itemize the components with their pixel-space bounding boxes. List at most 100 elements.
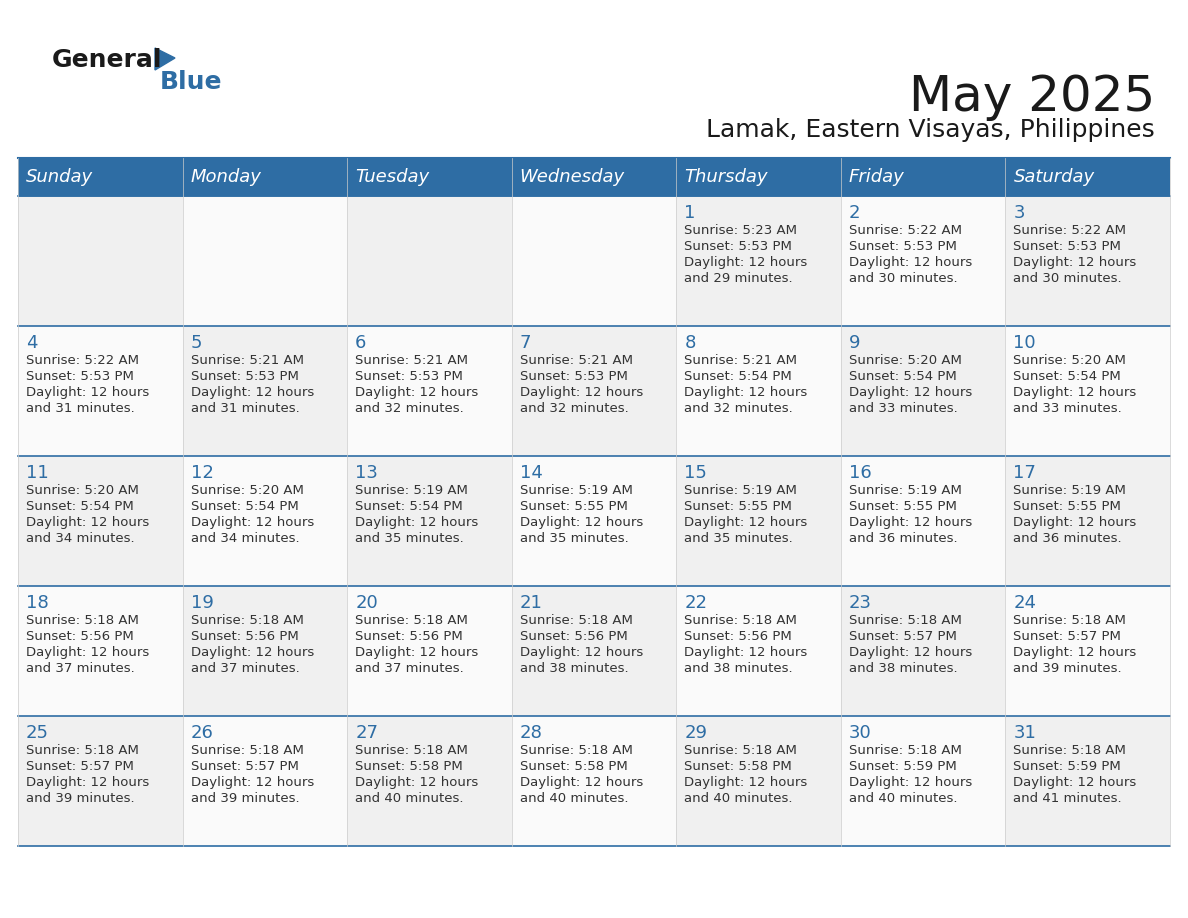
Text: Sunrise: 5:18 AM: Sunrise: 5:18 AM — [190, 744, 303, 757]
Text: and 38 minutes.: and 38 minutes. — [519, 662, 628, 675]
Text: Sunrise: 5:19 AM: Sunrise: 5:19 AM — [684, 484, 797, 497]
Text: Blue: Blue — [160, 70, 222, 94]
Text: Sunrise: 5:18 AM: Sunrise: 5:18 AM — [190, 614, 303, 627]
Bar — [676, 196, 841, 326]
Text: and 40 minutes.: and 40 minutes. — [684, 792, 792, 805]
Text: Lamak, Eastern Visayas, Philippines: Lamak, Eastern Visayas, Philippines — [706, 118, 1155, 142]
Text: 19: 19 — [190, 594, 214, 612]
Bar — [347, 158, 512, 196]
Text: Daylight: 12 hours: Daylight: 12 hours — [355, 646, 479, 659]
Text: Sunrise: 5:18 AM: Sunrise: 5:18 AM — [355, 614, 468, 627]
Text: 3: 3 — [1013, 204, 1025, 222]
Bar — [841, 196, 1005, 326]
Text: Sunset: 5:56 PM: Sunset: 5:56 PM — [26, 630, 134, 643]
Text: Daylight: 12 hours: Daylight: 12 hours — [519, 776, 643, 789]
Text: 13: 13 — [355, 464, 378, 482]
Text: 21: 21 — [519, 594, 543, 612]
Text: Daylight: 12 hours: Daylight: 12 hours — [190, 776, 314, 789]
Text: and 35 minutes.: and 35 minutes. — [519, 532, 628, 545]
Bar — [347, 456, 512, 586]
Text: 20: 20 — [355, 594, 378, 612]
Text: Thursday: Thursday — [684, 168, 767, 186]
Text: and 39 minutes.: and 39 minutes. — [26, 792, 134, 805]
Bar — [512, 586, 676, 716]
Text: Daylight: 12 hours: Daylight: 12 hours — [849, 256, 972, 269]
Text: Sunset: 5:58 PM: Sunset: 5:58 PM — [519, 760, 627, 773]
Text: Sunset: 5:59 PM: Sunset: 5:59 PM — [849, 760, 956, 773]
Bar — [1005, 456, 1170, 586]
Bar — [512, 716, 676, 846]
Bar — [841, 456, 1005, 586]
Text: Sunrise: 5:18 AM: Sunrise: 5:18 AM — [849, 614, 962, 627]
Text: Daylight: 12 hours: Daylight: 12 hours — [684, 646, 808, 659]
Bar — [183, 326, 347, 456]
Bar — [347, 196, 512, 326]
Bar — [841, 586, 1005, 716]
Bar — [183, 456, 347, 586]
Text: 12: 12 — [190, 464, 214, 482]
Bar — [18, 196, 183, 326]
Text: Sunset: 5:53 PM: Sunset: 5:53 PM — [849, 240, 956, 253]
Text: Sunset: 5:57 PM: Sunset: 5:57 PM — [190, 760, 298, 773]
Text: 25: 25 — [26, 724, 49, 742]
Text: Sunrise: 5:18 AM: Sunrise: 5:18 AM — [849, 744, 962, 757]
Bar — [18, 326, 183, 456]
Text: Sunrise: 5:21 AM: Sunrise: 5:21 AM — [519, 354, 633, 367]
Text: Daylight: 12 hours: Daylight: 12 hours — [849, 386, 972, 399]
Text: 16: 16 — [849, 464, 872, 482]
Text: Wednesday: Wednesday — [519, 168, 625, 186]
Bar — [183, 716, 347, 846]
Text: Sunset: 5:54 PM: Sunset: 5:54 PM — [849, 370, 956, 383]
Text: and 40 minutes.: and 40 minutes. — [355, 792, 463, 805]
Text: Daylight: 12 hours: Daylight: 12 hours — [355, 776, 479, 789]
Text: Daylight: 12 hours: Daylight: 12 hours — [355, 386, 479, 399]
Text: Daylight: 12 hours: Daylight: 12 hours — [26, 646, 150, 659]
Text: Daylight: 12 hours: Daylight: 12 hours — [1013, 776, 1137, 789]
Text: Daylight: 12 hours: Daylight: 12 hours — [849, 646, 972, 659]
Text: Sunset: 5:57 PM: Sunset: 5:57 PM — [849, 630, 956, 643]
Text: Sunrise: 5:22 AM: Sunrise: 5:22 AM — [26, 354, 139, 367]
Text: and 29 minutes.: and 29 minutes. — [684, 272, 792, 285]
Bar — [676, 586, 841, 716]
Text: and 38 minutes.: and 38 minutes. — [684, 662, 792, 675]
Text: 27: 27 — [355, 724, 378, 742]
Text: and 34 minutes.: and 34 minutes. — [190, 532, 299, 545]
Text: Sunrise: 5:18 AM: Sunrise: 5:18 AM — [26, 744, 139, 757]
Text: and 36 minutes.: and 36 minutes. — [849, 532, 958, 545]
Text: and 31 minutes.: and 31 minutes. — [190, 402, 299, 415]
Text: 14: 14 — [519, 464, 543, 482]
Text: Daylight: 12 hours: Daylight: 12 hours — [684, 516, 808, 529]
Text: and 32 minutes.: and 32 minutes. — [355, 402, 463, 415]
Text: and 37 minutes.: and 37 minutes. — [190, 662, 299, 675]
Text: and 41 minutes.: and 41 minutes. — [1013, 792, 1121, 805]
Text: and 40 minutes.: and 40 minutes. — [519, 792, 628, 805]
Text: Daylight: 12 hours: Daylight: 12 hours — [684, 386, 808, 399]
Text: 8: 8 — [684, 334, 696, 352]
Text: Sunrise: 5:22 AM: Sunrise: 5:22 AM — [1013, 224, 1126, 237]
Text: and 36 minutes.: and 36 minutes. — [1013, 532, 1121, 545]
Text: and 35 minutes.: and 35 minutes. — [684, 532, 794, 545]
Text: and 40 minutes.: and 40 minutes. — [849, 792, 958, 805]
Text: 30: 30 — [849, 724, 872, 742]
Text: Daylight: 12 hours: Daylight: 12 hours — [519, 646, 643, 659]
Text: 7: 7 — [519, 334, 531, 352]
Text: Sunrise: 5:21 AM: Sunrise: 5:21 AM — [684, 354, 797, 367]
Text: Sunrise: 5:19 AM: Sunrise: 5:19 AM — [849, 484, 962, 497]
Bar — [676, 716, 841, 846]
Bar — [1005, 196, 1170, 326]
Text: Sunrise: 5:18 AM: Sunrise: 5:18 AM — [1013, 614, 1126, 627]
Text: and 30 minutes.: and 30 minutes. — [1013, 272, 1121, 285]
Bar — [347, 586, 512, 716]
Text: Daylight: 12 hours: Daylight: 12 hours — [849, 516, 972, 529]
Text: Sunset: 5:53 PM: Sunset: 5:53 PM — [684, 240, 792, 253]
Text: Sunset: 5:54 PM: Sunset: 5:54 PM — [684, 370, 792, 383]
Text: Sunrise: 5:20 AM: Sunrise: 5:20 AM — [190, 484, 303, 497]
Bar — [183, 586, 347, 716]
Text: Sunset: 5:54 PM: Sunset: 5:54 PM — [26, 500, 134, 513]
Bar — [841, 716, 1005, 846]
Text: Sunrise: 5:20 AM: Sunrise: 5:20 AM — [1013, 354, 1126, 367]
Text: 22: 22 — [684, 594, 707, 612]
Text: and 37 minutes.: and 37 minutes. — [26, 662, 134, 675]
Bar — [1005, 326, 1170, 456]
Text: Daylight: 12 hours: Daylight: 12 hours — [26, 776, 150, 789]
